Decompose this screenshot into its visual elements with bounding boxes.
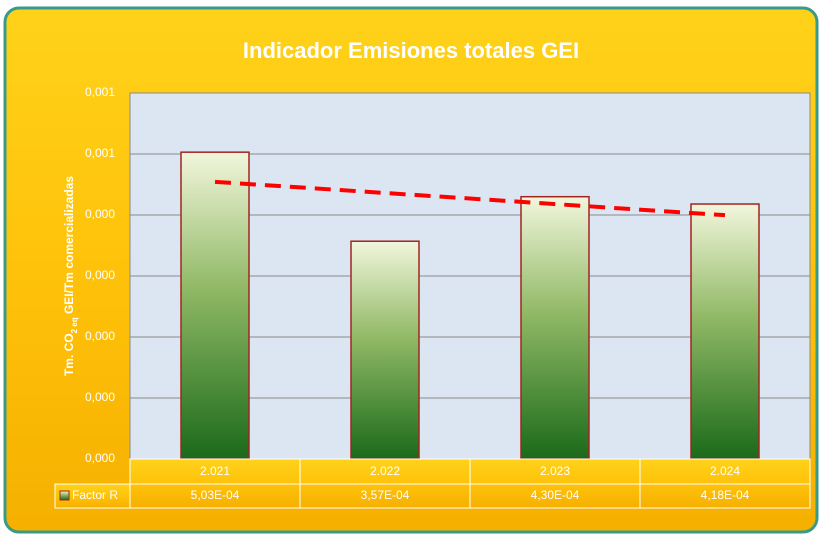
y-tick-label: 0,000	[85, 329, 115, 343]
data-table-header	[54, 483, 131, 509]
x-tick-label: 2.024	[710, 464, 740, 478]
bar	[520, 195, 590, 460]
y-tick-label: 0,000	[85, 390, 115, 404]
y-tick-label: 0,001	[85, 85, 115, 99]
x-tick-label: 2.022	[370, 464, 400, 478]
y-axis-label-part: Tm. CO	[62, 333, 76, 376]
data-label: 3,57E-04	[361, 488, 410, 502]
bar	[180, 151, 250, 460]
chart-title: Indicador Emisiones totales GEI	[243, 38, 579, 63]
data-label: 4,30E-04	[531, 488, 580, 502]
trendline	[214, 179, 726, 218]
data-label: 4,18E-04	[701, 488, 750, 502]
legend-swatch	[59, 490, 70, 501]
bar	[350, 240, 420, 460]
data-label: 5,03E-04	[191, 488, 240, 502]
y-tick-label: 0,000	[85, 451, 115, 465]
y-axis-label-part: 2 eq	[70, 317, 79, 333]
x-tick-label: 2.021	[200, 464, 230, 478]
y-tick-label: 0,000	[85, 207, 115, 221]
y-axis-label-part: GEI/Tm comercializadas	[62, 176, 76, 318]
y-axis-label: Tm. CO2 eq GEI/Tm comercializadas	[62, 176, 78, 376]
y-tick-label: 0,001	[85, 146, 115, 160]
x-tick-label: 2.023	[540, 464, 570, 478]
y-tick-label: 0,000	[85, 268, 115, 282]
legend-label: Factor R	[72, 488, 118, 502]
bar	[690, 203, 760, 460]
